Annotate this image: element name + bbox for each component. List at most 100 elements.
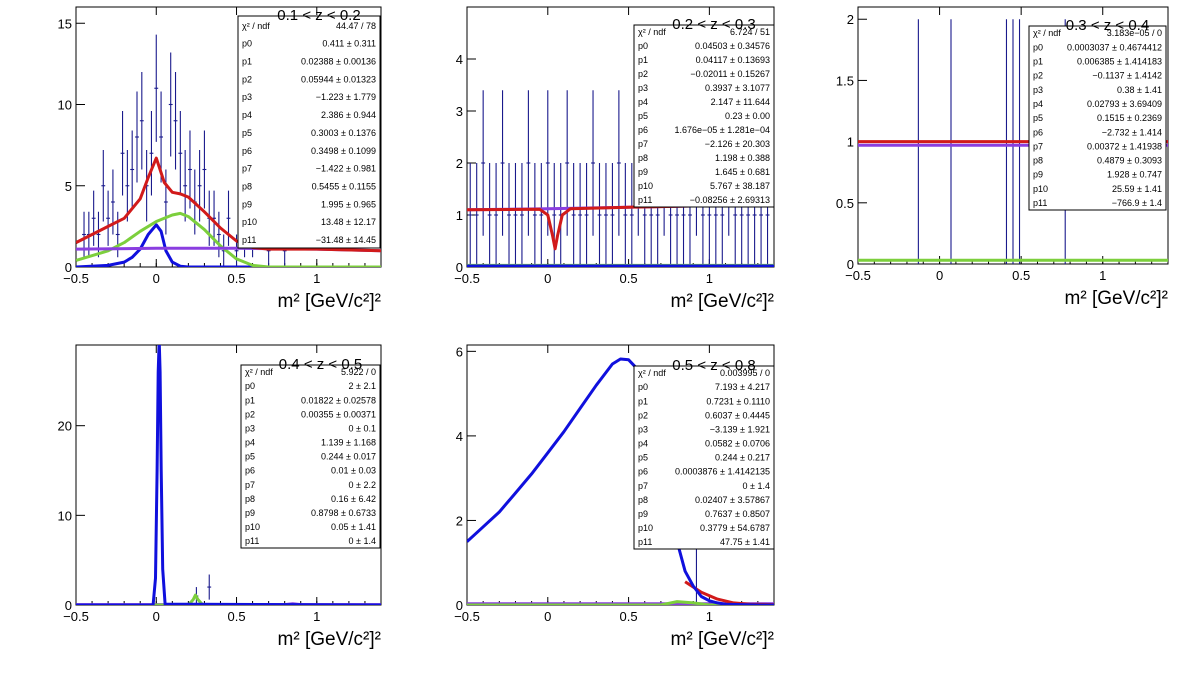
data-point: [159, 91, 164, 183]
stat-name: p0: [245, 381, 255, 391]
stat-value: 1.139 ± 1.168: [321, 438, 376, 448]
stat-name: χ² / ndf: [638, 27, 666, 37]
stat-name: p11: [245, 536, 259, 546]
fit-curve-2: [76, 211, 381, 267]
y-tick-label: 0: [65, 260, 72, 275]
stat-name: p6: [638, 467, 648, 477]
stat-name: p6: [1033, 127, 1043, 137]
stat-name: p10: [242, 217, 257, 227]
x-tick-label: 0: [544, 609, 551, 624]
y-tick-label: 4: [456, 429, 463, 444]
data-point: [168, 52, 173, 157]
stat-name: χ² / ndf: [242, 21, 270, 31]
stat-name: p1: [242, 57, 252, 67]
stat-name: p5: [242, 128, 252, 138]
stat-value: 0 ± 1.4: [349, 536, 376, 546]
stat-value: 0.05 ± 1.41: [331, 522, 376, 532]
stat-name: p6: [638, 125, 648, 135]
x-tick-label: 0: [544, 271, 551, 286]
stat-name: p11: [1033, 198, 1047, 208]
stat-name: p4: [638, 439, 648, 449]
stat-value: 0.02793 ± 3.69409: [1087, 99, 1162, 109]
data-point: [526, 90, 531, 236]
stat-value: 0.00355 ± 0.00371: [301, 409, 376, 419]
y-tick-label: 0: [456, 260, 463, 275]
stat-value: 0 ± 1.4: [743, 481, 770, 491]
stat-value: 0.7637 ± 0.8507: [705, 509, 770, 519]
y-tick-label: 6: [456, 344, 463, 359]
stat-name: p6: [242, 146, 252, 156]
stat-name: p3: [638, 83, 648, 93]
data-point: [616, 90, 621, 236]
data-point: [139, 72, 144, 170]
stat-value: 0.003995 / 0: [720, 368, 770, 378]
data-point: [500, 90, 505, 236]
stat-value: 5.767 ± 38.187: [710, 181, 770, 191]
stat-name: χ² / ndf: [1033, 28, 1061, 38]
stat-name: p3: [638, 424, 648, 434]
y-tick-label: 2: [456, 156, 463, 171]
stat-name: p8: [245, 494, 255, 504]
x-axis-label: m² [GeV/c²]²: [278, 629, 381, 650]
stat-name: p8: [1033, 156, 1043, 166]
stat-name: p8: [638, 153, 648, 163]
stat-value: 0.01822 ± 0.02578: [301, 395, 376, 405]
stat-value: 0.02407 ± 3.57867: [695, 495, 770, 505]
chart-title: 0.1 < z < 0.2: [277, 7, 360, 24]
stat-value: 0.3498 ± 0.1099: [311, 146, 376, 156]
stat-name: p4: [638, 97, 648, 107]
x-tick-label: −0.5: [63, 271, 89, 286]
stat-name: p10: [245, 522, 260, 532]
data-point: [604, 163, 608, 267]
y-tick-label: 2: [456, 513, 463, 528]
stat-name: p7: [638, 139, 648, 149]
data-point: [178, 111, 183, 196]
data-point: [101, 150, 106, 222]
stat-name: p11: [242, 235, 256, 245]
stat-name: p11: [638, 195, 652, 205]
stat-name: p1: [245, 395, 255, 405]
y-tick-label: 2: [847, 12, 854, 27]
stat-value: 1.645 ± 0.681: [715, 167, 770, 177]
stat-name: p2: [245, 409, 255, 419]
x-tick-label: 1: [706, 271, 713, 286]
stat-value: 0.1515 ± 0.2369: [1097, 113, 1162, 123]
stat-name: p10: [638, 181, 653, 191]
data-point: [507, 163, 511, 267]
stat-value: 0.5455 ± 0.1155: [312, 181, 376, 191]
stat-value: 0.244 ± 0.017: [321, 452, 376, 462]
stat-name: p8: [242, 181, 252, 191]
data-point: [115, 211, 120, 258]
stats-box: χ² / ndf 3.183e−05 / 0 p0 0.0003037 ± 0.467…: [1028, 25, 1167, 211]
stat-value: −3.139 ± 1.921: [710, 424, 770, 434]
stat-name: p11: [638, 537, 652, 547]
data-point: [610, 163, 615, 267]
stat-value: 13.48 ± 12.17: [321, 217, 376, 227]
y-tick-label: 10: [58, 508, 72, 523]
stat-name: p7: [242, 164, 252, 174]
data-point: [197, 150, 202, 222]
y-tick-label: 3: [456, 104, 463, 119]
fit-curve-4: [76, 156, 381, 253]
stat-value: −1.223 ± 1.779: [316, 92, 376, 102]
data-point: [468, 163, 473, 267]
stat-value: 1.995 ± 0.965: [321, 199, 376, 209]
y-tick-label: 5: [65, 179, 72, 194]
y-tick-label: 0: [65, 598, 72, 613]
stat-name: p0: [638, 41, 648, 51]
stat-value: 0.7231 ± 0.1110: [706, 396, 770, 406]
data-point: [532, 163, 537, 267]
stat-name: p5: [638, 453, 648, 463]
stat-name: p2: [638, 410, 648, 420]
stat-name: p7: [245, 480, 255, 490]
stat-name: p3: [242, 92, 252, 102]
stat-value: 1.198 ± 0.388: [715, 153, 770, 163]
chart-title: 0.3 < z < 0.4: [1066, 17, 1149, 34]
stat-value: 1.676e−05 ± 1.281e−04: [674, 125, 770, 135]
x-tick-label: 1: [313, 609, 320, 624]
